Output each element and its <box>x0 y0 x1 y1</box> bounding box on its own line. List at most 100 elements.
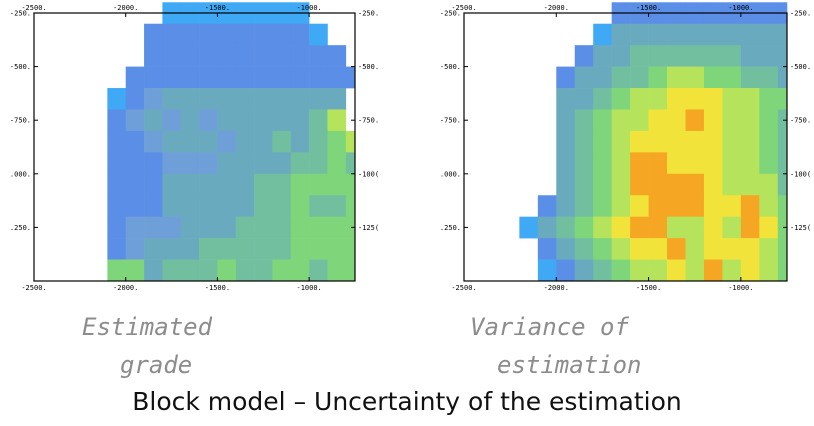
heatmap-cell <box>611 238 631 260</box>
x-tick-label-top: -1000. <box>728 4 753 12</box>
heatmap-cell <box>740 238 760 260</box>
heatmap-cell <box>556 238 576 260</box>
heatmap-cell <box>777 173 788 196</box>
heatmap-cell <box>648 173 668 196</box>
heatmap-cell <box>180 173 200 196</box>
heatmap-cell <box>611 23 631 46</box>
heatmap-cell <box>272 130 292 153</box>
heatmap-cell <box>556 66 576 89</box>
plot-frame <box>33 12 356 282</box>
x-tick-label-bottom: -1500. <box>205 284 230 292</box>
heatmap-cell <box>345 152 356 175</box>
heatmap-cell <box>290 216 310 239</box>
heatmap-cell <box>667 130 686 153</box>
heatmap-cell <box>740 88 760 110</box>
x-tick-label-top: -2000. <box>544 4 569 12</box>
heatmap-cell <box>144 23 163 46</box>
heatmap-cell <box>125 238 145 260</box>
heatmap-cell <box>235 259 255 282</box>
heatmap-cell <box>290 109 310 132</box>
heatmap-cell <box>199 88 218 110</box>
y-tick-label-left: -500. <box>440 63 461 71</box>
heatmap-cell <box>611 45 631 67</box>
heatmap-cell <box>254 88 273 110</box>
heatmap-cell <box>125 259 145 282</box>
y-tick-label-right: -250. <box>358 10 379 18</box>
heatmap-cell <box>309 216 328 239</box>
heatmap-cell <box>630 45 649 67</box>
heatmap-cell <box>199 130 218 153</box>
heatmap-cell <box>630 66 649 89</box>
heatmap-cell <box>574 88 594 110</box>
heatmap-cell <box>630 173 649 196</box>
heatmap-cell <box>740 195 760 217</box>
heatmap-cell <box>254 259 273 282</box>
heatmap-cell <box>593 109 612 132</box>
heatmap-cell <box>759 238 779 260</box>
heatmap-cell <box>107 216 127 239</box>
heatmap-cell <box>740 45 760 67</box>
heatmap-cell <box>667 109 686 132</box>
heatmap-cell <box>235 66 255 89</box>
heatmap-cell <box>611 216 631 239</box>
heatmap-cell <box>290 259 310 282</box>
heatmap-cell <box>574 45 594 67</box>
heatmap-cell <box>648 259 668 282</box>
heatmap-cell <box>648 195 668 217</box>
heatmap-cell <box>759 45 779 67</box>
heatmap-cell <box>272 88 292 110</box>
heatmap-cell <box>345 66 356 89</box>
heatmap-cell <box>180 152 200 175</box>
heatmap-cell <box>667 173 686 196</box>
heatmap-cell <box>254 195 273 217</box>
heatmap-cell <box>722 259 742 282</box>
heatmap-cell <box>740 173 760 196</box>
heatmap-cell <box>180 66 200 89</box>
heatmap-cell <box>144 45 163 67</box>
heatmap-cell <box>290 195 310 217</box>
heatmap-cell <box>235 238 255 260</box>
heatmap-cell <box>144 259 163 282</box>
variance-of-estimation-heatmap: -2500. -2500. -2000. -2000. -1500. -1500. -100… <box>440 2 811 292</box>
heatmap-cell <box>199 66 218 89</box>
heatmap-cell <box>162 216 182 239</box>
y-tick-label-right: -750. <box>358 117 379 125</box>
heatmap-cell <box>537 238 557 260</box>
heatmap-cell <box>722 23 742 46</box>
heatmap-cell <box>574 195 594 217</box>
x-tick-label-top: -2500. <box>21 4 46 12</box>
heatmap-cell <box>740 130 760 153</box>
heatmap-cell <box>199 195 218 217</box>
heatmap-cell <box>667 45 686 67</box>
heatmap-cell <box>309 195 328 217</box>
heatmap-cell <box>217 238 237 260</box>
heatmap-cell <box>180 238 200 260</box>
y-tick-label-left: -250. <box>10 10 31 18</box>
heatmap-cell <box>254 238 273 260</box>
heatmap-cell <box>254 216 273 239</box>
heatmap-cell <box>759 88 779 110</box>
heatmap-cell <box>574 216 594 239</box>
heatmap-cell <box>574 152 594 175</box>
y-tick-label-left: .250. <box>440 224 461 232</box>
heatmap-cell <box>685 66 705 89</box>
heatmap-cell <box>180 130 200 153</box>
heatmap-cell <box>309 23 328 46</box>
heatmap-cell <box>290 238 310 260</box>
heatmap-cell <box>740 216 760 239</box>
heatmap-cell <box>144 173 163 196</box>
heatmap-cell <box>162 109 182 132</box>
heatmap-cell <box>703 238 723 260</box>
heatmap-cell <box>703 130 723 153</box>
heatmap-cell <box>254 23 273 46</box>
heatmap-cell <box>125 152 145 175</box>
heatmap-cell <box>235 173 255 196</box>
heatmap-cell <box>254 66 273 89</box>
y-tick-label-right: -750. <box>790 117 811 125</box>
heatmap-cell <box>162 152 182 175</box>
heatmap-cell <box>630 216 649 239</box>
heatmap-cell <box>235 45 255 67</box>
heatmap-cell <box>703 23 723 46</box>
heatmap-cell <box>290 130 310 153</box>
estimated-grade-panel: -2500. -2500. -2000. -2000. -1500. -1500. -100… <box>0 0 400 304</box>
